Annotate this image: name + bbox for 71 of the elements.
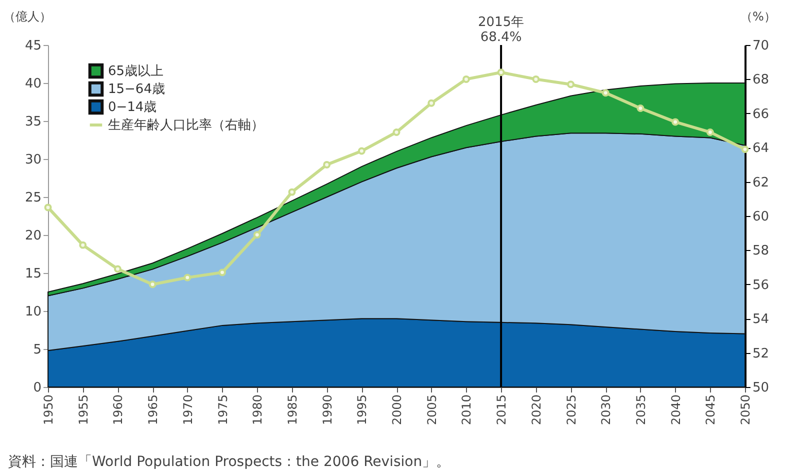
y2-tick-label: 54 — [752, 312, 770, 328]
x-tick-label: 1965 — [146, 394, 160, 426]
x-tick-label: 1960 — [111, 394, 126, 426]
legend-label: 0−14歳 — [108, 100, 157, 115]
point — [636, 104, 644, 112]
x-tick-label: 2045 — [704, 394, 718, 426]
x-tick-label: 2020 — [529, 394, 544, 426]
x-tick-label: 2050 — [738, 394, 752, 426]
point — [672, 118, 680, 126]
y2-tick-label: 58 — [752, 244, 770, 259]
x-tick-label: 1995 — [355, 394, 370, 426]
point — [497, 68, 505, 76]
point — [218, 268, 226, 276]
point — [288, 188, 296, 196]
x-tick-label: 2025 — [564, 394, 578, 426]
y2-tick-label: 56 — [752, 278, 770, 293]
point — [148, 280, 156, 288]
x-tick-label: 1950 — [42, 394, 56, 426]
x-tick-label: 2035 — [634, 394, 648, 426]
y2-tick-label: 70 — [752, 38, 770, 54]
y-tick-label: 5 — [33, 342, 42, 358]
x-tick-label: 2030 — [599, 394, 614, 426]
y2-tick-label: 64 — [752, 141, 770, 156]
point — [392, 128, 400, 136]
x-tick-label: 2010 — [460, 394, 474, 426]
point — [567, 80, 574, 88]
text: 2015年 68.4% — [478, 15, 524, 45]
point — [358, 147, 366, 155]
y-tick-label: 10 — [24, 304, 42, 320]
x-tick-label: 2000 — [390, 394, 404, 426]
y-tick-label: 0 — [33, 380, 42, 396]
y-tick-label: 30 — [24, 152, 42, 168]
point — [602, 89, 610, 97]
x-tick-label: 1975 — [216, 394, 230, 426]
y2-tick-label: 52 — [752, 346, 770, 362]
y2-tick-label: 62 — [752, 175, 770, 190]
x-tick-label: 2015 — [494, 394, 509, 426]
y-axis-title: （億人） — [4, 10, 52, 24]
y-tick-label: 45 — [24, 38, 42, 54]
point — [323, 160, 331, 168]
y-tick-label: 35 — [24, 114, 42, 130]
point — [184, 274, 192, 282]
point — [44, 204, 52, 212]
x-tick-label: 1980 — [250, 394, 265, 426]
point — [114, 265, 122, 273]
y2-tick-label: 66 — [752, 106, 770, 122]
y2-tick-label: 60 — [752, 210, 770, 224]
point — [532, 75, 540, 83]
x-tick-label: 1985 — [285, 394, 300, 426]
point — [706, 128, 714, 136]
y-tick-label: 20 — [24, 228, 42, 244]
y-tick-label: 15 — [24, 266, 42, 282]
y2-tick-label: 50 — [752, 380, 770, 396]
text: 資料：国連「World Population Prospects：the 2006 Revision」。 — [8, 454, 450, 470]
x-tick-label: 1955 — [76, 394, 90, 426]
x-tick-label: 2040 — [668, 394, 683, 426]
point — [253, 231, 261, 239]
x-tick-label: 1970 — [180, 394, 195, 426]
y-tick-label: 40 — [24, 76, 42, 92]
point — [428, 99, 436, 107]
legend-label: 65歳以上 — [108, 64, 164, 79]
x-tick-label: 1990 — [320, 394, 334, 426]
legend-label: 生産年齢人口比率（右軸） — [108, 117, 264, 133]
point — [462, 75, 470, 83]
point — [79, 241, 87, 249]
y-tick-label: 25 — [24, 190, 42, 206]
y2-axis-title: （%） — [740, 10, 776, 24]
legend-label: 15−64歳 — [108, 82, 165, 97]
point — [741, 146, 749, 154]
x-tick-label: 2005 — [424, 394, 439, 426]
y2-tick-label: 68 — [752, 72, 770, 88]
